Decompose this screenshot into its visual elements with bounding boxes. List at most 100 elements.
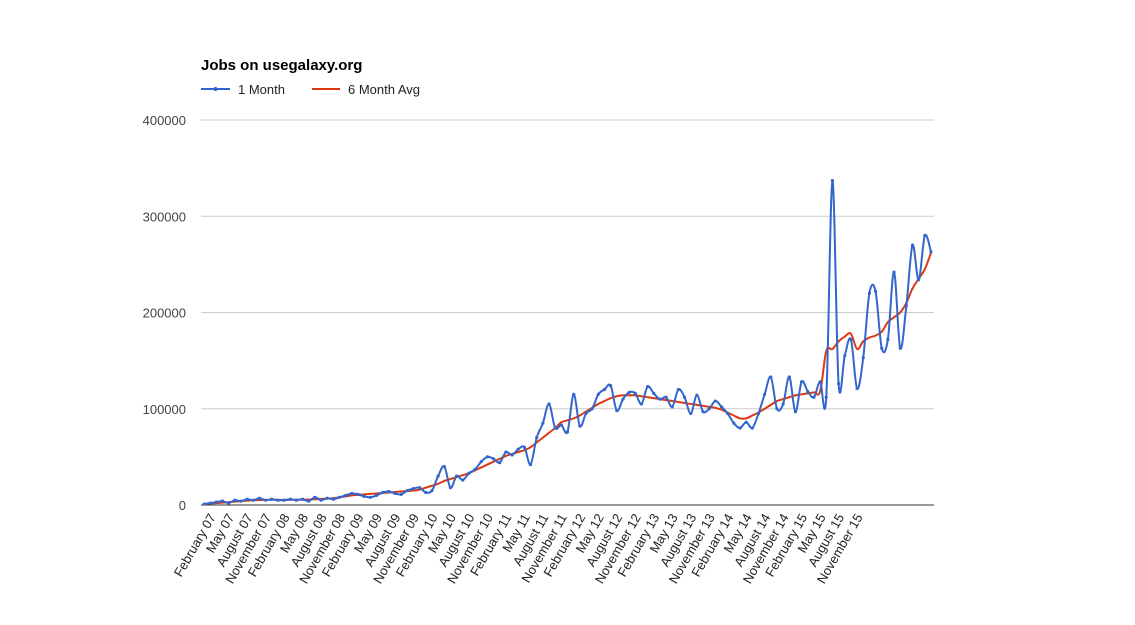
legend-item-6-month-avg[interactable]: 6 Month Avg bbox=[312, 82, 420, 97]
data-point-1-month[interactable] bbox=[880, 346, 884, 350]
data-point-1-month[interactable] bbox=[578, 424, 582, 428]
data-point-1-month[interactable] bbox=[325, 496, 329, 500]
data-point-1-month[interactable] bbox=[294, 498, 299, 502]
data-point-1-month[interactable] bbox=[738, 426, 742, 430]
data-point-1-month[interactable] bbox=[584, 411, 588, 416]
data-point-1-month[interactable] bbox=[695, 393, 699, 397]
data-point-1-month[interactable] bbox=[806, 389, 810, 394]
data-point-1-month[interactable] bbox=[227, 501, 231, 505]
data-point-1-month[interactable] bbox=[498, 461, 502, 465]
data-point-1-month[interactable] bbox=[689, 411, 693, 416]
data-point-1-month[interactable] bbox=[510, 453, 514, 457]
data-point-1-month[interactable] bbox=[535, 436, 539, 440]
data-point-1-month[interactable] bbox=[436, 474, 440, 478]
data-point-1-month[interactable] bbox=[553, 426, 557, 430]
data-point-1-month[interactable] bbox=[670, 405, 674, 409]
data-point-1-month[interactable] bbox=[602, 387, 607, 392]
data-point-1-month[interactable] bbox=[208, 501, 212, 505]
data-point-1-month[interactable] bbox=[639, 402, 644, 406]
data-point-1-month[interactable] bbox=[929, 250, 933, 254]
data-point-1-month[interactable] bbox=[485, 455, 490, 459]
data-point-1-month[interactable] bbox=[300, 497, 305, 501]
data-point-1-month[interactable] bbox=[910, 243, 915, 247]
data-point-1-month[interactable] bbox=[849, 337, 853, 342]
data-point-1-month[interactable] bbox=[787, 375, 791, 379]
data-point-1-month[interactable] bbox=[479, 460, 483, 464]
data-point-1-month[interactable] bbox=[442, 464, 446, 469]
data-point-1-month[interactable] bbox=[676, 387, 681, 392]
data-point-1-month[interactable] bbox=[590, 407, 594, 411]
data-point-1-month[interactable] bbox=[387, 489, 391, 494]
data-point-1-month[interactable] bbox=[830, 179, 835, 183]
data-point-1-month[interactable] bbox=[664, 395, 668, 399]
data-point-1-month[interactable] bbox=[812, 395, 816, 399]
data-point-1-month[interactable] bbox=[559, 423, 563, 427]
data-point-1-month[interactable] bbox=[264, 498, 268, 502]
data-point-1-month[interactable] bbox=[473, 467, 477, 471]
data-point-1-month[interactable] bbox=[430, 488, 434, 493]
data-point-1-month[interactable] bbox=[769, 375, 773, 379]
data-point-1-month[interactable] bbox=[467, 471, 471, 475]
data-point-1-month[interactable] bbox=[800, 380, 804, 384]
data-point-1-month[interactable] bbox=[793, 410, 798, 414]
data-point-1-month[interactable] bbox=[276, 498, 280, 502]
data-point-1-month[interactable] bbox=[239, 499, 243, 503]
data-point-1-month[interactable] bbox=[707, 407, 711, 411]
data-point-1-month[interactable] bbox=[424, 490, 428, 495]
data-point-1-month[interactable] bbox=[701, 410, 705, 414]
data-point-1-month[interactable] bbox=[362, 494, 366, 498]
data-point-1-month[interactable] bbox=[448, 486, 453, 490]
data-point-1-month[interactable] bbox=[621, 397, 625, 401]
data-point-1-month[interactable] bbox=[861, 356, 865, 360]
data-point-1-month[interactable] bbox=[615, 409, 619, 413]
data-point-1-month[interactable] bbox=[368, 495, 372, 499]
data-point-1-month[interactable] bbox=[923, 233, 927, 238]
data-point-1-month[interactable] bbox=[381, 490, 385, 495]
data-point-1-month[interactable] bbox=[405, 488, 409, 493]
data-point-1-month[interactable] bbox=[288, 497, 292, 501]
data-point-1-month[interactable] bbox=[374, 493, 379, 497]
data-point-1-month[interactable] bbox=[356, 492, 360, 497]
data-point-1-month[interactable] bbox=[836, 382, 841, 386]
data-point-1-month[interactable] bbox=[609, 384, 613, 388]
data-point-1-month[interactable] bbox=[245, 497, 249, 501]
data-point-1-month[interactable] bbox=[744, 420, 748, 424]
data-point-1-month[interactable] bbox=[399, 492, 403, 497]
data-point-1-month[interactable] bbox=[337, 495, 342, 499]
data-point-1-month[interactable] bbox=[658, 397, 662, 401]
data-point-1-month[interactable] bbox=[732, 421, 736, 425]
legend-item-1-month[interactable]: 1 Month bbox=[201, 82, 285, 97]
data-point-1-month[interactable] bbox=[756, 411, 761, 416]
series-line-6-month-avg[interactable] bbox=[203, 252, 932, 506]
data-point-1-month[interactable] bbox=[461, 478, 465, 482]
data-point-1-month[interactable] bbox=[682, 395, 687, 399]
data-point-1-month[interactable] bbox=[319, 498, 323, 502]
data-point-1-month[interactable] bbox=[257, 496, 262, 500]
data-point-1-month[interactable] bbox=[565, 430, 570, 434]
data-point-1-month[interactable] bbox=[516, 447, 520, 451]
data-point-1-month[interactable] bbox=[917, 278, 921, 282]
series-line-1-month[interactable] bbox=[203, 179, 932, 506]
data-point-1-month[interactable] bbox=[904, 304, 908, 308]
data-point-1-month[interactable] bbox=[898, 346, 902, 350]
data-point-1-month[interactable] bbox=[824, 395, 828, 399]
data-point-1-month[interactable] bbox=[645, 385, 650, 389]
data-point-1-month[interactable] bbox=[719, 405, 724, 409]
data-point-1-month[interactable] bbox=[313, 495, 317, 499]
data-point-1-month[interactable] bbox=[233, 498, 237, 502]
data-point-1-month[interactable] bbox=[633, 391, 637, 395]
data-point-1-month[interactable] bbox=[307, 499, 311, 503]
data-point-1-month[interactable] bbox=[775, 407, 779, 411]
data-point-1-month[interactable] bbox=[214, 500, 218, 504]
data-point-1-month[interactable] bbox=[627, 390, 631, 394]
data-point-1-month[interactable] bbox=[843, 354, 847, 358]
data-point-1-month[interactable] bbox=[331, 497, 335, 501]
data-point-1-month[interactable] bbox=[596, 392, 600, 396]
data-point-1-month[interactable] bbox=[713, 399, 717, 403]
data-point-1-month[interactable] bbox=[270, 497, 274, 501]
data-point-1-month[interactable] bbox=[652, 391, 656, 395]
data-point-1-month[interactable] bbox=[873, 289, 878, 293]
data-point-1-month[interactable] bbox=[411, 487, 416, 491]
data-point-1-month[interactable] bbox=[491, 457, 496, 461]
data-point-1-month[interactable] bbox=[393, 491, 397, 496]
